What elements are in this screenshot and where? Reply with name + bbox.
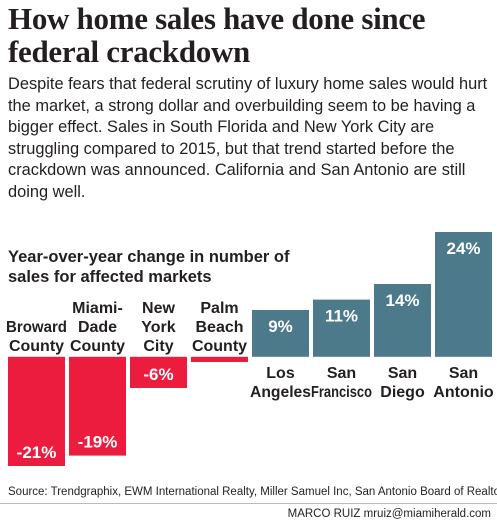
- category-label: Miami-: [72, 300, 123, 317]
- bar: [8, 356, 65, 466]
- category-label: Broward: [6, 319, 67, 336]
- headline: How home sales have done since federal c…: [8, 1, 426, 69]
- value-label: -6%: [143, 365, 173, 384]
- category-label: County: [192, 338, 247, 355]
- category-label: San: [449, 365, 478, 382]
- category-label: San: [388, 365, 417, 382]
- category-label: Beach: [195, 319, 243, 336]
- value-label: -19%: [78, 433, 118, 452]
- bar: [69, 356, 126, 456]
- value-label: 14%: [385, 291, 419, 310]
- bar: [130, 356, 187, 388]
- category-label: Angeles: [250, 384, 311, 401]
- category-label: County: [70, 338, 125, 355]
- category-label: Palm: [200, 300, 238, 317]
- value-label: 9%: [268, 317, 293, 336]
- chart-subtitle: Year-over-year change in number of sales…: [8, 248, 290, 286]
- category-label: York: [141, 319, 175, 336]
- bar: [374, 284, 431, 357]
- value-label: 24%: [446, 239, 480, 258]
- description: Despite fears that federal scrutiny of l…: [8, 75, 488, 201]
- bar: [435, 232, 492, 357]
- bar: [191, 356, 248, 362]
- category-label: New: [142, 300, 175, 317]
- category-label: Antonio: [433, 384, 494, 401]
- category-label: Dade: [78, 319, 117, 336]
- category-label: San: [327, 365, 356, 382]
- category-label: Diego: [380, 384, 425, 401]
- value-label: -21%: [17, 443, 57, 462]
- divider: [0, 503, 497, 504]
- category-label: City: [143, 338, 173, 355]
- credit: MARCO RUIZ mruiz@miamiherald.com: [287, 508, 491, 520]
- category-label: Los: [266, 365, 295, 382]
- value-label: -1%: [204, 339, 234, 358]
- bar: [252, 310, 309, 357]
- category-label: County: [9, 338, 64, 355]
- value-label: 11%: [325, 307, 358, 326]
- category-label: Francisco: [311, 384, 372, 401]
- source: Source: Trendgraphix, EWM International …: [8, 486, 497, 498]
- bar: [313, 299, 370, 357]
